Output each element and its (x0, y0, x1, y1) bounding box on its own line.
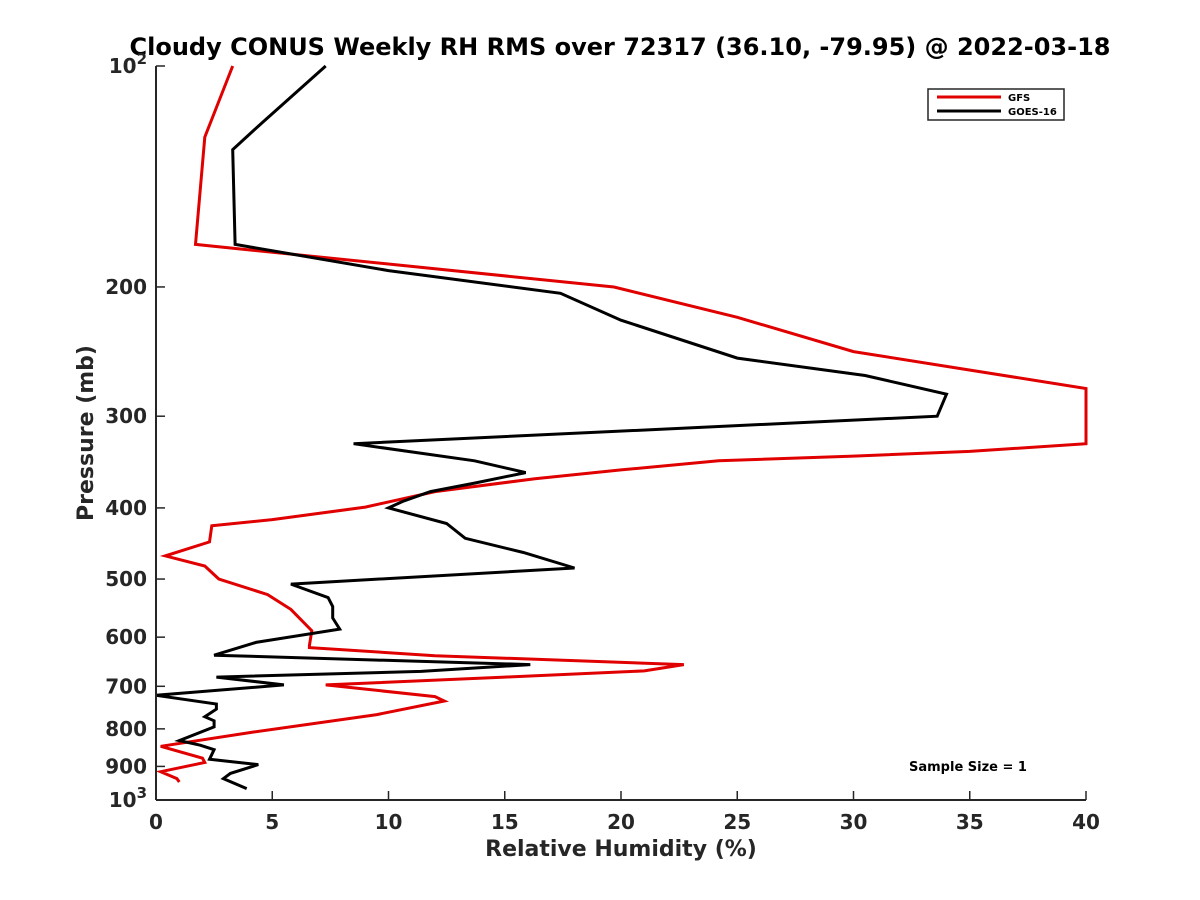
series-line-goes-16 (155, 64, 949, 790)
y-tick-label: 300 (105, 404, 147, 428)
y-axis-ticks: 102 200 300 400 500 600 700 800 900 103 (105, 50, 165, 812)
x-axis-title: Relative Humidity (%) (485, 837, 757, 862)
x-tick-label: 5 (265, 810, 279, 834)
x-tick-label: 30 (840, 810, 868, 834)
chart-title: Cloudy CONUS Weekly RH RMS over 72317 (3… (130, 33, 1111, 61)
x-tick-label: 35 (956, 810, 984, 834)
legend: GFS GOES-16 (927, 88, 1065, 121)
x-tick-label: 15 (491, 810, 519, 834)
legend-box (927, 88, 1065, 121)
x-tick-label: 40 (1072, 810, 1100, 834)
sample-size-annotation: Sample Size = 1 (909, 760, 1027, 775)
x-tick-label: 25 (723, 810, 751, 834)
y-tick-label: 400 (105, 496, 147, 520)
y-axis-title: Pressure (mb) (74, 345, 99, 521)
y-tick-label: 900 (105, 754, 147, 778)
x-axis-ticks: 0 5 10 15 20 25 30 35 40 (149, 791, 1100, 834)
series-layer (155, 64, 1088, 790)
series-line-gfs (155, 65, 1088, 783)
y-tick-label: 800 (105, 717, 147, 741)
y-tick-label: 102 (109, 50, 147, 78)
x-tick-label: 20 (607, 810, 635, 834)
y-tick-label: 200 (105, 275, 147, 299)
y-tick-label: 103 (109, 784, 147, 812)
x-tick-label: 10 (375, 810, 403, 834)
y-tick-label: 500 (105, 567, 147, 591)
x-tick-label: 0 (149, 810, 163, 834)
legend-label: GFS (1008, 93, 1030, 104)
y-tick-label: 700 (105, 674, 147, 698)
legend-label: GOES-16 (1008, 107, 1057, 118)
y-tick-label: 600 (105, 625, 147, 649)
